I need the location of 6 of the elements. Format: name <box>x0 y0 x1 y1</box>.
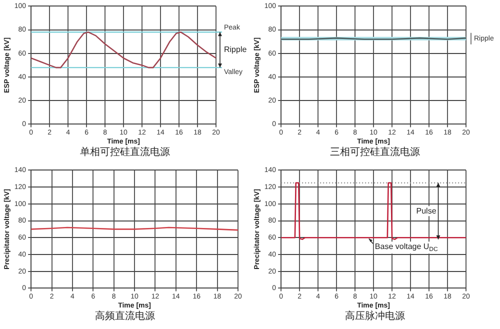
text: 高频直流电源 <box>95 310 155 324</box>
text: 高压脉冲电源 <box>345 310 405 324</box>
text: Ripple <box>224 45 248 54</box>
annotation: Pulse <box>416 206 437 216</box>
text: 单相可控硅直流电源 <box>80 146 170 160</box>
text: 三相可控硅直流电源 <box>330 146 420 160</box>
